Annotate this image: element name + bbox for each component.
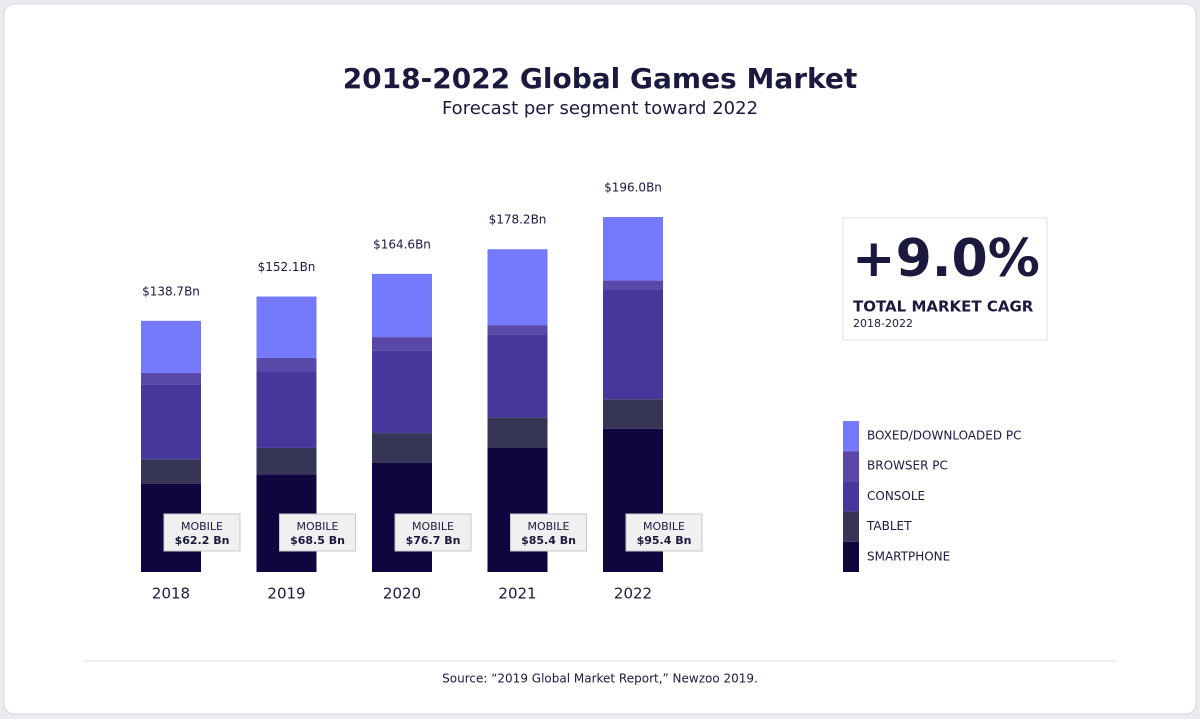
- bar-segment: [141, 459, 201, 484]
- bar-segment: [603, 399, 663, 429]
- mobile-title: MOBILE: [181, 520, 223, 533]
- mobile-title: MOBILE: [412, 520, 454, 533]
- legend-swatch: [843, 451, 859, 482]
- cagr-period: 2018-2022: [853, 317, 913, 330]
- bar-segment: [256, 447, 317, 475]
- cagr-value: +9.0%: [852, 229, 1040, 289]
- bar-segment: [141, 372, 201, 385]
- mobile-box: [510, 513, 587, 552]
- total-label: $138.7Bn: [142, 284, 200, 298]
- bar-segment: [487, 447, 548, 572]
- legend-label: SMARTPHONE: [867, 549, 950, 563]
- legend-label: BROWSER PC: [867, 459, 948, 473]
- bar-segment: [256, 357, 317, 372]
- bar-segment: [487, 334, 548, 418]
- mobile-box: [279, 513, 356, 552]
- bar-segment: [256, 296, 317, 358]
- legend-swatch: [843, 421, 859, 452]
- total-label: $196.0Bn: [604, 181, 662, 195]
- bar-segment: [487, 325, 548, 335]
- total-label: $178.2Bn: [489, 213, 547, 227]
- mobile-label: $68.5 Bn: [290, 534, 345, 547]
- legend-label: TABLET: [866, 519, 912, 533]
- chart-title: 2018-2022 Global Games Market: [343, 62, 858, 95]
- mobile-label: $85.4 Bn: [521, 534, 576, 547]
- bar-segment: [372, 273, 432, 338]
- legend-label: CONSOLE: [867, 489, 925, 503]
- chart-subtitle: Forecast per segment toward 2022: [442, 98, 758, 119]
- bar-segment: [603, 280, 663, 290]
- bar-segment: [487, 417, 548, 448]
- bar-segment: [487, 249, 548, 326]
- source: Source: “2019 Global Market Report,” New…: [442, 672, 758, 686]
- x-tick-label: 2022: [614, 585, 652, 603]
- bar-segment: [141, 320, 201, 373]
- mobile-title: MOBILE: [296, 520, 338, 533]
- bar-segment: [372, 433, 432, 463]
- mobile-box: [163, 513, 241, 552]
- bar-segment: [256, 371, 317, 448]
- mobile-label: $76.7 Bn: [406, 534, 461, 547]
- mobile-title: MOBILE: [527, 520, 569, 533]
- mobile-label: $62.2 Bn: [175, 534, 230, 547]
- legend-swatch: [843, 541, 859, 572]
- cagr-box: [842, 217, 1048, 341]
- mobile-label: $95.4 Bn: [637, 534, 692, 547]
- x-tick-label: 2019: [267, 585, 305, 603]
- mobile-box: [394, 513, 472, 552]
- legend-swatch: [843, 481, 859, 512]
- cagr-title: TOTAL MARKET CAGR: [853, 298, 1034, 316]
- x-tick-label: 2020: [383, 585, 421, 603]
- total-label: $164.6Bn: [373, 237, 431, 251]
- bar-segment: [603, 217, 663, 281]
- bar-segment: [141, 384, 201, 460]
- x-tick-label: 2021: [498, 585, 536, 603]
- x-tick-label: 2018: [152, 585, 190, 603]
- legend-label: BOXED/DOWNLOADED PC: [867, 429, 1022, 443]
- legend-swatch: [843, 511, 859, 542]
- bar-segment: [372, 337, 432, 351]
- mobile-box: [625, 513, 703, 552]
- mobile-title: MOBILE: [643, 520, 685, 533]
- bar-segment: [603, 289, 663, 400]
- bar-segment: [372, 350, 432, 434]
- total-label: $152.1Bn: [258, 260, 316, 274]
